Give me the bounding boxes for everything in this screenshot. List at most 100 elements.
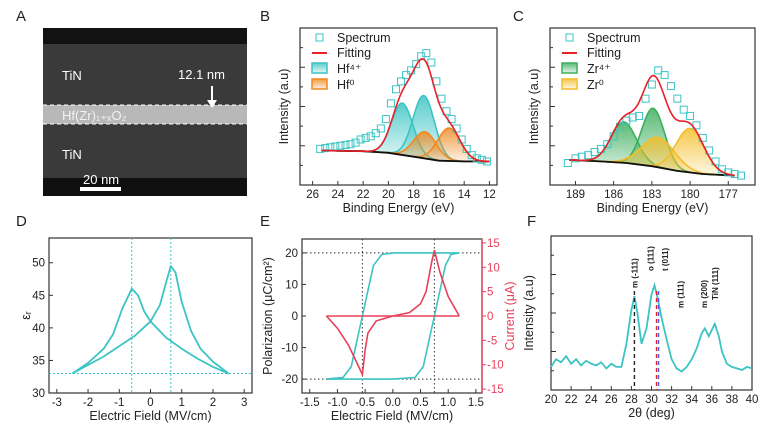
legend-swatch-spectrum <box>565 33 574 42</box>
polarization-branch-1 <box>326 252 460 380</box>
y-tick-label: 35 <box>32 355 45 367</box>
spectrum-point <box>686 111 695 120</box>
spectrum-point <box>647 80 656 89</box>
x-tick-label: 22 <box>565 394 578 406</box>
x-axis-label: Binding Energy (eV) <box>343 201 455 215</box>
y-tick-label: -10 <box>281 343 298 355</box>
x-axis-label: Binding Energy (eV) <box>597 201 709 215</box>
x-tick-label: -2 <box>83 397 93 409</box>
x-axis-label: 2θ (deg) <box>628 406 675 420</box>
x-tick-label: 2 <box>210 397 216 409</box>
arrow-down-icon <box>207 86 217 108</box>
y-axis-label: Intensity (a.u) <box>527 69 541 145</box>
tem-top-dark-band <box>43 28 247 44</box>
spectrum-point <box>341 140 350 149</box>
hzo-label: Hf(Zr)₁₊ₓO₂ <box>62 108 127 123</box>
spectrum-point <box>673 94 682 103</box>
y-tick-label: 50 <box>32 258 45 270</box>
x-tick-label: 38 <box>726 394 739 406</box>
y2-tick-label: 0 <box>487 311 493 323</box>
legend-swatch-0 <box>561 78 578 90</box>
x-tick-label: 3 <box>241 397 247 409</box>
polarization-branch-0 <box>326 252 460 380</box>
axes-f: 20 22 24 26 28 30 32 34 36 38 40 2θ (deg) Intensity … <box>522 235 758 420</box>
x-tick-label: 12 <box>483 189 496 201</box>
x-tick-label: 0.0 <box>385 397 401 409</box>
x-tick-label: 20 <box>545 394 558 406</box>
xrd-pattern <box>550 282 753 373</box>
y2-tick-label: 10 <box>487 262 500 274</box>
spectrum-point <box>346 140 355 149</box>
hzo-layer <box>43 105 247 124</box>
background-line <box>569 159 735 177</box>
x-tick-label: 26 <box>306 189 319 201</box>
x-axis-label: Electric Field (MV/cm) <box>89 409 211 423</box>
spectrum-point <box>679 105 688 114</box>
panel-label-e: E <box>260 213 270 230</box>
y2-tick-label: -15 <box>487 384 504 396</box>
spectrum-point <box>376 124 385 133</box>
x-tick-label: 16 <box>433 189 446 201</box>
x-tick-label: 1.5 <box>468 397 484 409</box>
spectrum-point <box>635 111 644 120</box>
panel-label-a: A <box>16 8 26 25</box>
spectrum-point <box>563 159 572 168</box>
axes-e: -1.5 -1.0 -0.5 0.0 0.5 1.0 1.5 20 10 0 -10 -20 Elect… <box>261 238 484 423</box>
x-tick-label: 26 <box>605 394 618 406</box>
x-tick-label: 0.5 <box>413 397 429 409</box>
scale-bar <box>80 187 121 191</box>
spectrum-point <box>571 154 580 163</box>
component-fill-2 <box>569 137 735 176</box>
peak-annotation: m (-111) <box>630 258 639 288</box>
spectrum-point <box>628 113 637 122</box>
y2-tick-label: 5 <box>487 287 493 299</box>
x-tick-label: 20 <box>382 189 395 201</box>
legend-label: Zr⁴⁺ <box>587 62 611 76</box>
y-tick-label: 45 <box>32 290 45 302</box>
component-fill-0 <box>321 103 490 162</box>
x-tick-label: 186 <box>604 189 623 201</box>
x-tick-label: 24 <box>331 189 344 201</box>
spectrum-point <box>361 133 370 142</box>
x-tick-label: -1 <box>114 397 124 409</box>
y-axis-label: εᵣ <box>19 311 33 320</box>
legend-swatch-0 <box>311 78 328 90</box>
fitting-line <box>321 57 490 163</box>
legend-label: Fitting <box>587 46 621 60</box>
current-branch-1 <box>325 315 460 378</box>
tin-bottom-label: TiN <box>62 147 82 162</box>
y2-tick-label: -10 <box>487 360 504 372</box>
spectrum-point <box>356 135 365 144</box>
x-tick-label: 14 <box>458 189 471 201</box>
scale-bar-label: 20 nm <box>83 172 119 187</box>
x-tick-label: 183 <box>642 189 661 201</box>
thickness-label: 12.1 nm <box>178 67 225 82</box>
component-fill-3 <box>321 128 490 162</box>
spectrum-point <box>402 71 411 80</box>
permittivity-branch-0 <box>71 265 230 375</box>
legend-label: Hf⁴⁺ <box>337 62 361 76</box>
x-tick-label: 30 <box>645 394 658 406</box>
x-tick-label: -1.0 <box>328 397 348 409</box>
x-tick-label: 32 <box>665 394 678 406</box>
spectrum-point <box>386 99 395 108</box>
x-tick-label: -1.5 <box>300 397 320 409</box>
peak-annotation: o (111) <box>647 246 656 271</box>
component-fill-1 <box>321 95 490 162</box>
peak-annotation: m (200) <box>700 280 709 308</box>
legend-label: Spectrum <box>337 31 391 45</box>
x-tick-label: -0.5 <box>355 397 375 409</box>
y-axis-label: Polarization (μC/cm²) <box>261 257 275 375</box>
y-tick-label: 20 <box>285 248 298 260</box>
y-axis-label: Intensity (a.u) <box>522 275 536 351</box>
peak-annotation: TiN (111) <box>711 267 720 300</box>
y-tick-label: 40 <box>32 323 45 335</box>
legend-label: Zr⁰ <box>587 78 604 92</box>
x-tick-label: 189 <box>566 189 585 201</box>
legend-label: Spectrum <box>587 31 641 45</box>
axes-b: 26 24 22 20 18 16 14 12 Binding Energy (eV) Inten… <box>277 27 498 215</box>
spectrum-point <box>603 140 612 149</box>
axes-c: 189 186 183 180 177 Binding Energy (eV) Intens… <box>527 27 756 215</box>
